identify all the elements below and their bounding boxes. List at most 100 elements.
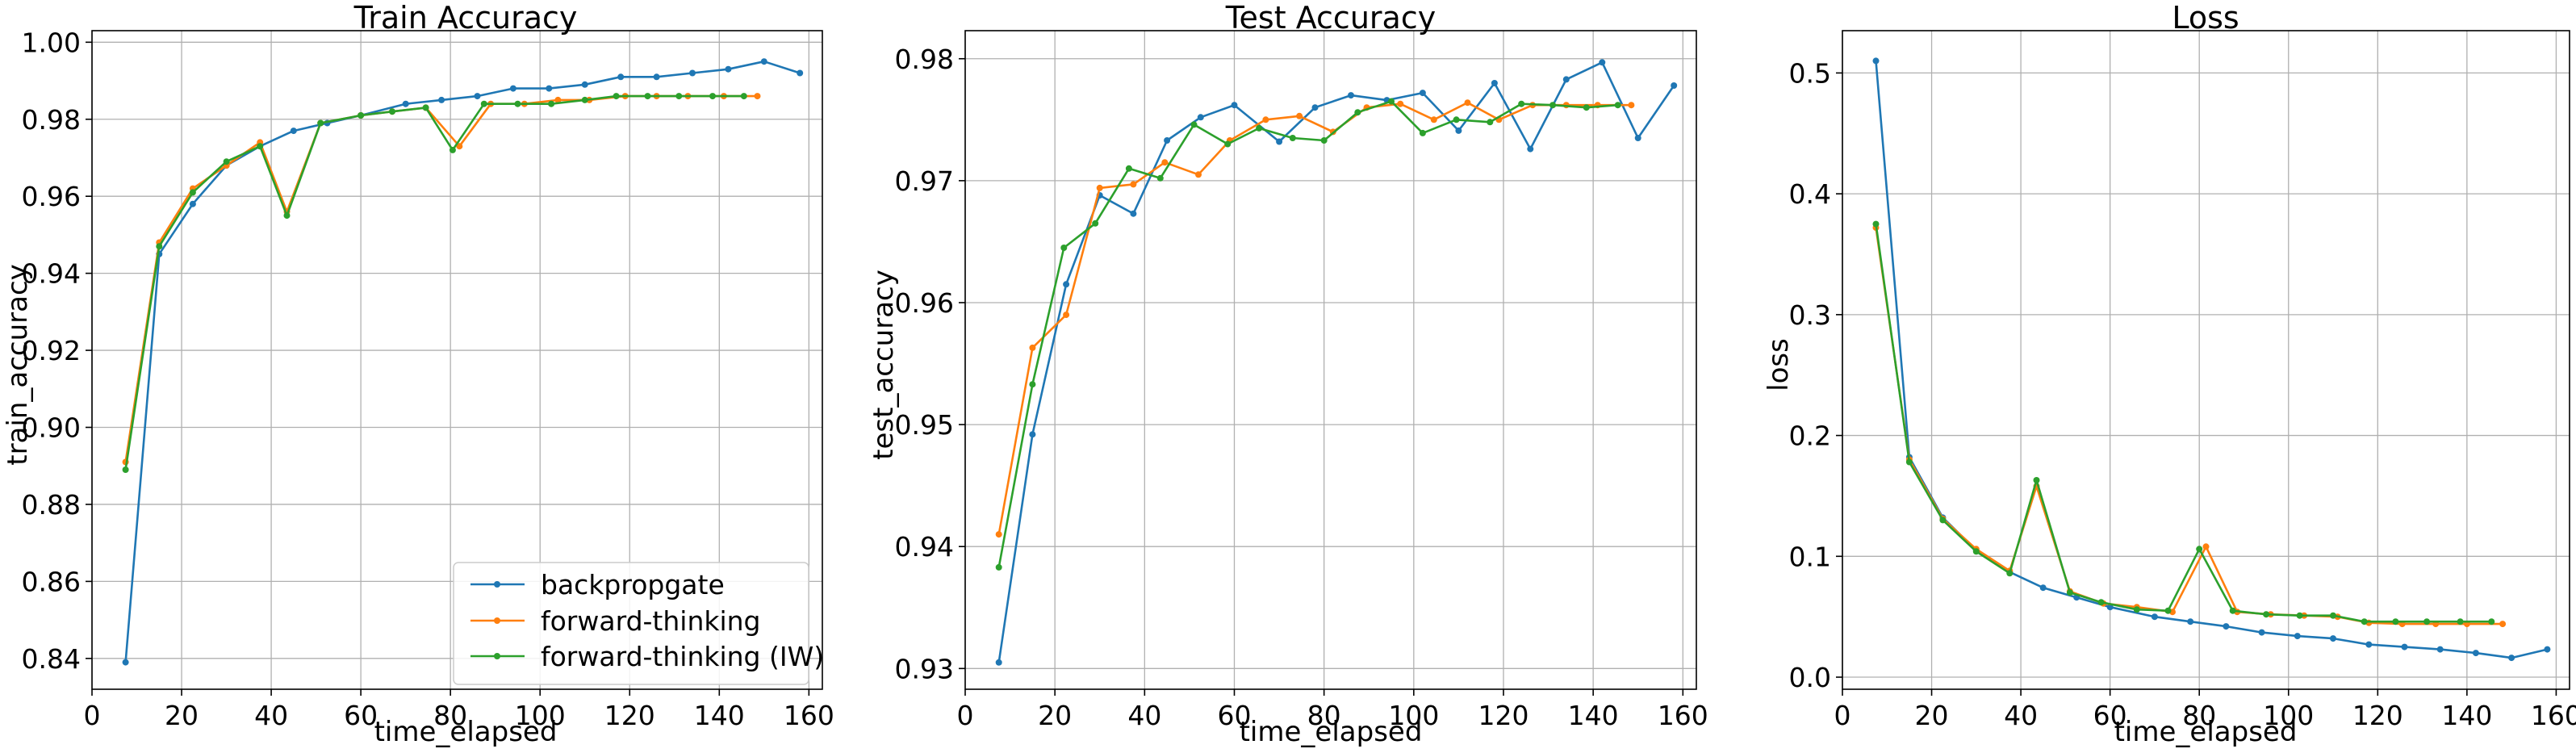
- legend-label-backpropgate: backpropgate: [541, 569, 725, 600]
- loss-point-forward-thinking-iw-5: [2033, 477, 2040, 483]
- loss-ytick-label-4: 0.4: [1789, 178, 1831, 210]
- test-accuracy-point-forward-thinking-3: [1096, 184, 1103, 191]
- train-accuracy-frame: [91, 30, 823, 690]
- test-accuracy-point-forward-thinking-9: [1296, 112, 1303, 119]
- loss-frame: [1842, 30, 2570, 690]
- train-accuracy-point-backpropgate-16: [689, 69, 696, 77]
- train-accuracy-point-forward-thinking-iw-14: [581, 96, 588, 103]
- loss-xtick-label-1: 20: [1915, 700, 1949, 731]
- train-accuracy-xtick-label-7: 140: [694, 700, 745, 731]
- loss-title: Loss: [2172, 0, 2239, 36]
- train-accuracy-xtick-label-1: 20: [165, 700, 199, 731]
- legend-entry-backpropgate: backpropgate: [470, 569, 725, 600]
- test-accuracy-ylabel: test_accuracy: [868, 270, 900, 460]
- loss-point-backpropgate-17: [2472, 650, 2479, 657]
- loss-point-backpropgate-9: [2187, 618, 2194, 625]
- test-accuracy-xlabel: time_elapsed: [1240, 716, 1423, 748]
- test-accuracy-point-backpropgate-15: [1527, 145, 1534, 153]
- loss-xtick-label-6: 120: [2352, 700, 2403, 731]
- loss-point-backpropgate-16: [2436, 646, 2444, 653]
- train-accuracy-point-backpropgate-2: [189, 200, 196, 207]
- train-accuracy-ylabel: train_accuracy: [2, 264, 34, 466]
- train-accuracy-point-forward-thinking-iw-16: [644, 93, 651, 100]
- train-accuracy-point-forward-thinking-iw-0: [122, 466, 129, 473]
- train-accuracy-point-forward-thinking-iw-9: [422, 104, 429, 111]
- train-accuracy-point-forward-thinking-iw-12: [514, 100, 521, 107]
- train-accuracy-ytick-label-3: 0.90: [22, 412, 81, 444]
- test-accuracy-point-forward-thinking-iw-1: [1029, 381, 1036, 388]
- loss-point-forward-thinking-19: [2499, 621, 2507, 628]
- loss-point-backpropgate-12: [2294, 633, 2301, 640]
- loss-point-backpropgate-18: [2508, 655, 2515, 662]
- train-accuracy-xtick-label-0: 0: [84, 700, 101, 731]
- train-accuracy-plot-area: 0 20 40 60 80 100 120 140 160 0.84 0.86 0.88 0.90 0.9…: [22, 27, 834, 731]
- loss-point-backpropgate-10: [2223, 623, 2230, 630]
- loss-xtick-label-2: 40: [2004, 700, 2038, 731]
- train-accuracy-xtick-label-2: 40: [254, 700, 288, 731]
- train-accuracy-ytick-label-8: 1.00: [22, 27, 81, 58]
- test-accuracy-ytick-label-5: 0.98: [895, 44, 954, 75]
- loss-point-backpropgate-7: [2106, 604, 2114, 611]
- train-accuracy-point-forward-thinking-iw-7: [358, 112, 365, 119]
- loss-xtick-label-8: 160: [2531, 700, 2576, 731]
- test-accuracy-xtick-label-7: 140: [1568, 700, 1619, 731]
- legend-label-forward-thinking: forward-thinking: [541, 605, 761, 637]
- train-accuracy-point-backpropgate-19: [797, 69, 804, 77]
- loss-point-forward-thinking-iw-3: [1972, 548, 1980, 555]
- loss-plot-area: 0 20 40 60 80 100 120 140 160 0.0 0.1 0.2 0.3 0.4 0.5: [1789, 30, 2576, 731]
- test-accuracy-point-forward-thinking-12: [1397, 100, 1404, 107]
- test-accuracy-xtick-label-8: 160: [1658, 700, 1708, 731]
- train-accuracy-ytick-label-7: 0.98: [22, 104, 81, 136]
- test-accuracy-point-backpropgate-5: [1164, 137, 1171, 144]
- train-accuracy-panel: Train Accuracy time_elapsed train_accura…: [2, 0, 834, 748]
- train-accuracy-ytick-label-4: 0.92: [22, 335, 81, 366]
- test-accuracy-point-backpropgate-1: [1029, 431, 1036, 438]
- train-accuracy-point-forward-thinking-10: [456, 143, 463, 150]
- test-accuracy-plot-area: 0 20 40 60 80 100 120 140 160 0.93 0.94 0.95 0.96 0.9…: [895, 30, 1708, 731]
- loss-point-forward-thinking-iw-16: [2392, 618, 2399, 625]
- train-accuracy-point-forward-thinking-iw-10: [449, 146, 456, 153]
- loss-point-forward-thinking-iw-18: [2457, 618, 2464, 625]
- test-accuracy-point-backpropgate-8: [1276, 138, 1283, 145]
- test-accuracy-point-forward-thinking-iw-10: [1320, 137, 1328, 144]
- train-accuracy-xtick-label-8: 160: [784, 700, 834, 731]
- train-accuracy-ytick-label-0: 0.84: [22, 643, 81, 675]
- loss-point-backpropgate-13: [2330, 635, 2336, 642]
- test-accuracy-xtick-label-1: 20: [1038, 700, 1072, 731]
- test-accuracy-point-forward-thinking-2: [1063, 312, 1070, 319]
- legend-marker-forward-thinking: [494, 617, 500, 624]
- test-accuracy-panel: Test Accuracy time_elapsed test_accuracy…: [868, 0, 1708, 748]
- train-accuracy-xlabel: time_elapsed: [374, 716, 558, 748]
- train-accuracy-point-backpropgate-14: [617, 73, 625, 81]
- loss-point-forward-thinking-iw-19: [2488, 618, 2495, 625]
- loss-xtick-label-3: 60: [2093, 700, 2127, 731]
- train-accuracy-point-forward-thinking-iw-17: [675, 93, 683, 100]
- train-accuracy-title: Train Accuracy: [353, 0, 578, 36]
- loss-point-forward-thinking-iw-6: [2066, 589, 2073, 596]
- loss-point-forward-thinking-iw-11: [2229, 607, 2236, 614]
- test-accuracy-point-forward-thinking-0: [995, 531, 1002, 538]
- test-accuracy-ytick-label-2: 0.95: [895, 409, 954, 441]
- test-accuracy-xtick-label-6: 120: [1478, 700, 1528, 731]
- loss-panel: Loss time_elapsed loss 0 20 40 60 80 100 120 14…: [1763, 0, 2576, 748]
- test-accuracy-point-forward-thinking-4: [1130, 181, 1137, 188]
- test-accuracy-point-forward-thinking-iw-13: [1419, 129, 1426, 136]
- train-accuracy-point-forward-thinking-iw-11: [480, 100, 487, 107]
- test-accuracy-series-forward-thinking-iw: [997, 100, 1618, 568]
- test-accuracy-point-forward-thinking-iw-8: [1256, 124, 1263, 132]
- loss-ytick-label-1: 0.1: [1789, 541, 1831, 572]
- test-accuracy-point-backpropgate-2: [1063, 281, 1070, 288]
- loss-point-forward-thinking-iw-1: [1905, 458, 1913, 466]
- loss-point-backpropgate-19: [2544, 646, 2551, 653]
- loss-point-backpropgate-0: [1872, 57, 1880, 65]
- train-accuracy-point-backpropgate-15: [653, 73, 660, 81]
- loss-ytick-label-5: 0.5: [1789, 57, 1831, 89]
- loss-point-forward-thinking-iw-13: [2296, 612, 2303, 619]
- loss-point-forward-thinking-iw-14: [2330, 612, 2336, 619]
- test-accuracy-frame: [964, 30, 1697, 690]
- train-accuracy-point-forward-thinking-13: [554, 96, 562, 103]
- loss-point-backpropgate-15: [2401, 643, 2408, 651]
- test-accuracy-point-forward-thinking-iw-12: [1388, 98, 1395, 105]
- train-accuracy-point-backpropgate-13: [581, 81, 588, 88]
- train-accuracy-point-backpropgate-12: [546, 85, 553, 92]
